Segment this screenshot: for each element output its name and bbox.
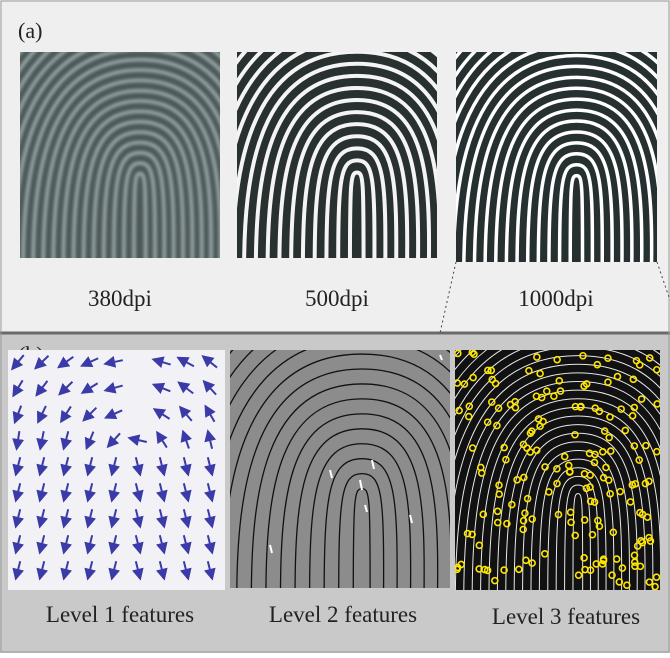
caption: Level 3 features xyxy=(492,604,640,629)
caption: Level 2 features xyxy=(269,602,417,627)
fingerprint-image xyxy=(8,350,225,590)
caption: 500dpi xyxy=(305,286,369,311)
caption: Level 1 features xyxy=(46,602,194,627)
panel-a-label: (a) xyxy=(18,18,42,43)
caption: 380dpi xyxy=(88,286,152,311)
figure: (a) (b) 380dpi 500dpi 1000dpi Level 1 fe… xyxy=(0,0,670,653)
caption: 1000dpi xyxy=(518,286,593,311)
